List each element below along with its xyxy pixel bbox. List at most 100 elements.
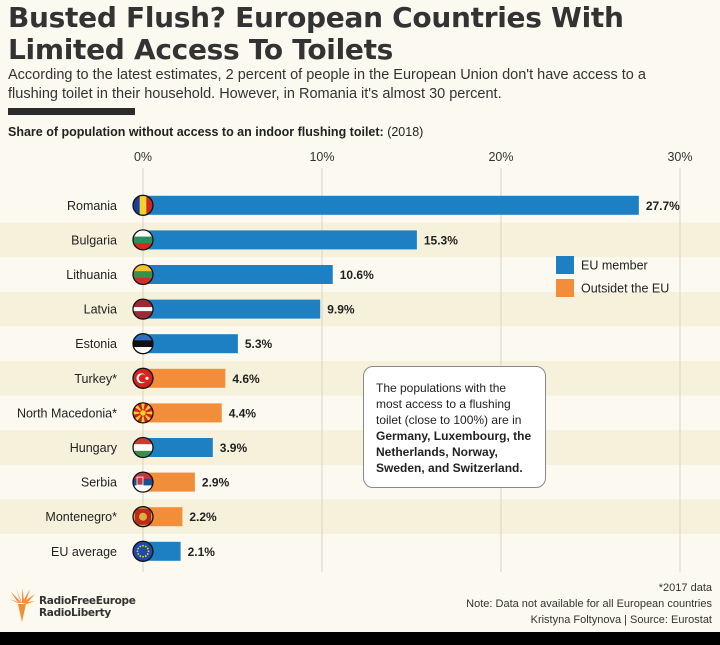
- category-label: Estonia: [75, 337, 117, 351]
- eu-flag: [132, 540, 154, 562]
- bulgaria-flag: [132, 229, 154, 251]
- row-band: [0, 291, 720, 327]
- logo-line2: RadioLiberty: [39, 607, 111, 619]
- category-label: North Macedonia*: [17, 406, 117, 420]
- x-tick-label: 10%: [309, 150, 334, 164]
- latvia-flag: [132, 298, 154, 320]
- row-band: [0, 430, 720, 465]
- flag-stripe: [133, 299, 153, 308]
- flag-outline: [132, 540, 154, 562]
- sun-ray: [143, 410, 153, 416]
- flag-outline: [132, 436, 154, 459]
- turkey-flag: [132, 367, 154, 389]
- data-label: 4.6%: [232, 372, 260, 386]
- flag-stripe: [139, 195, 147, 216]
- star: [137, 553, 140, 555]
- chart-label-year: (2018): [387, 125, 424, 139]
- star: [142, 555, 144, 558]
- annotation-text: The populations with the most access to …: [376, 381, 522, 427]
- legend-label: EU member: [581, 259, 648, 273]
- flag-body: [133, 195, 153, 216]
- sun-ray: [140, 412, 146, 423]
- flag-body: [133, 402, 153, 423]
- flag-stripe: [133, 485, 153, 493]
- flag-stripe: [133, 444, 153, 452]
- bottom-bar: [0, 632, 720, 645]
- chart-label: Share of population without access to an…: [8, 125, 423, 139]
- row-band: [0, 361, 720, 396]
- source: Kristyna Foltynova | Source: Eurostat: [530, 614, 712, 626]
- flag-stripe: [133, 243, 153, 250]
- flag-outline: [132, 263, 154, 286]
- flag-outline: [132, 471, 154, 493]
- bar-turkey: [143, 368, 226, 388]
- data-label: 9.9%: [327, 303, 355, 317]
- category-label: Serbia: [81, 476, 117, 490]
- sun-ray: [133, 410, 143, 416]
- lithuania-flag: [132, 263, 154, 286]
- category-label: Lithuania: [66, 268, 117, 282]
- x-tick-label: 0%: [134, 150, 152, 164]
- sun-ray: [140, 402, 146, 413]
- chart-label-text: Share of population without access to an…: [8, 125, 384, 139]
- flag-body: [133, 472, 153, 493]
- bar-latvia: [143, 299, 321, 319]
- flag-outline: [132, 333, 154, 355]
- flag-stripe: [133, 264, 153, 272]
- bar-montenegro: [143, 507, 183, 527]
- montenegro-flag: [132, 506, 154, 528]
- bar-lithuania: [143, 265, 333, 284]
- flag-stripe: [133, 437, 153, 445]
- logo-text: RadioFreeEurope RadioLiberty: [39, 595, 136, 619]
- title-rule: [8, 108, 135, 115]
- flag-body: [133, 264, 153, 285]
- footnote: *2017 data: [658, 582, 712, 594]
- sun-disc: [139, 409, 147, 417]
- star: [137, 547, 140, 550]
- flag-field: [133, 541, 153, 562]
- flag-body: [133, 229, 153, 250]
- rferl-torch-icon: [9, 588, 35, 622]
- subtitle: According to the latest estimates, 2 per…: [8, 67, 646, 102]
- flag-stripe: [133, 450, 153, 458]
- star: [145, 376, 149, 380]
- flag-outline: [132, 298, 154, 320]
- row-band: [0, 499, 720, 534]
- bar-bulgaria: [143, 230, 417, 250]
- flag-stripe: [133, 195, 141, 216]
- data-label: 5.3%: [245, 337, 273, 351]
- crescent-inner: [138, 374, 147, 383]
- flag-stripe: [133, 311, 153, 320]
- flag-outline: [132, 402, 154, 424]
- data-label: 2.2%: [189, 510, 217, 524]
- flag-body: [133, 299, 153, 320]
- data-label: 10.6%: [340, 268, 374, 282]
- data-label: 15.3%: [424, 233, 458, 247]
- flag-outline: [132, 229, 154, 251]
- flag-outline: [132, 506, 154, 528]
- category-label: EU average: [51, 545, 117, 559]
- flag-stripe: [133, 347, 153, 354]
- flag-stripe: [133, 333, 153, 341]
- page-title: Busted Flush? European Countries With Li…: [8, 1, 624, 66]
- category-label: Latvia: [84, 303, 117, 317]
- serbia-coat: [136, 476, 144, 486]
- data-label: 27.7%: [646, 199, 680, 213]
- bar-romania: [143, 195, 639, 215]
- star: [144, 545, 147, 548]
- flag-body: [133, 368, 153, 389]
- x-tick-label: 20%: [488, 150, 513, 164]
- flag-stripe: [146, 195, 153, 216]
- data-label: 4.4%: [229, 406, 257, 420]
- bar-serbia: [143, 472, 195, 492]
- flag-body: [133, 541, 153, 562]
- flag-stripe: [133, 236, 153, 244]
- serbia-flag: [132, 471, 154, 493]
- star: [139, 555, 142, 557]
- star: [146, 553, 149, 555]
- flag-outline: [132, 194, 154, 216]
- category-label: Turkey*: [74, 372, 117, 386]
- romania-flag: [132, 194, 154, 216]
- star: [144, 555, 147, 557]
